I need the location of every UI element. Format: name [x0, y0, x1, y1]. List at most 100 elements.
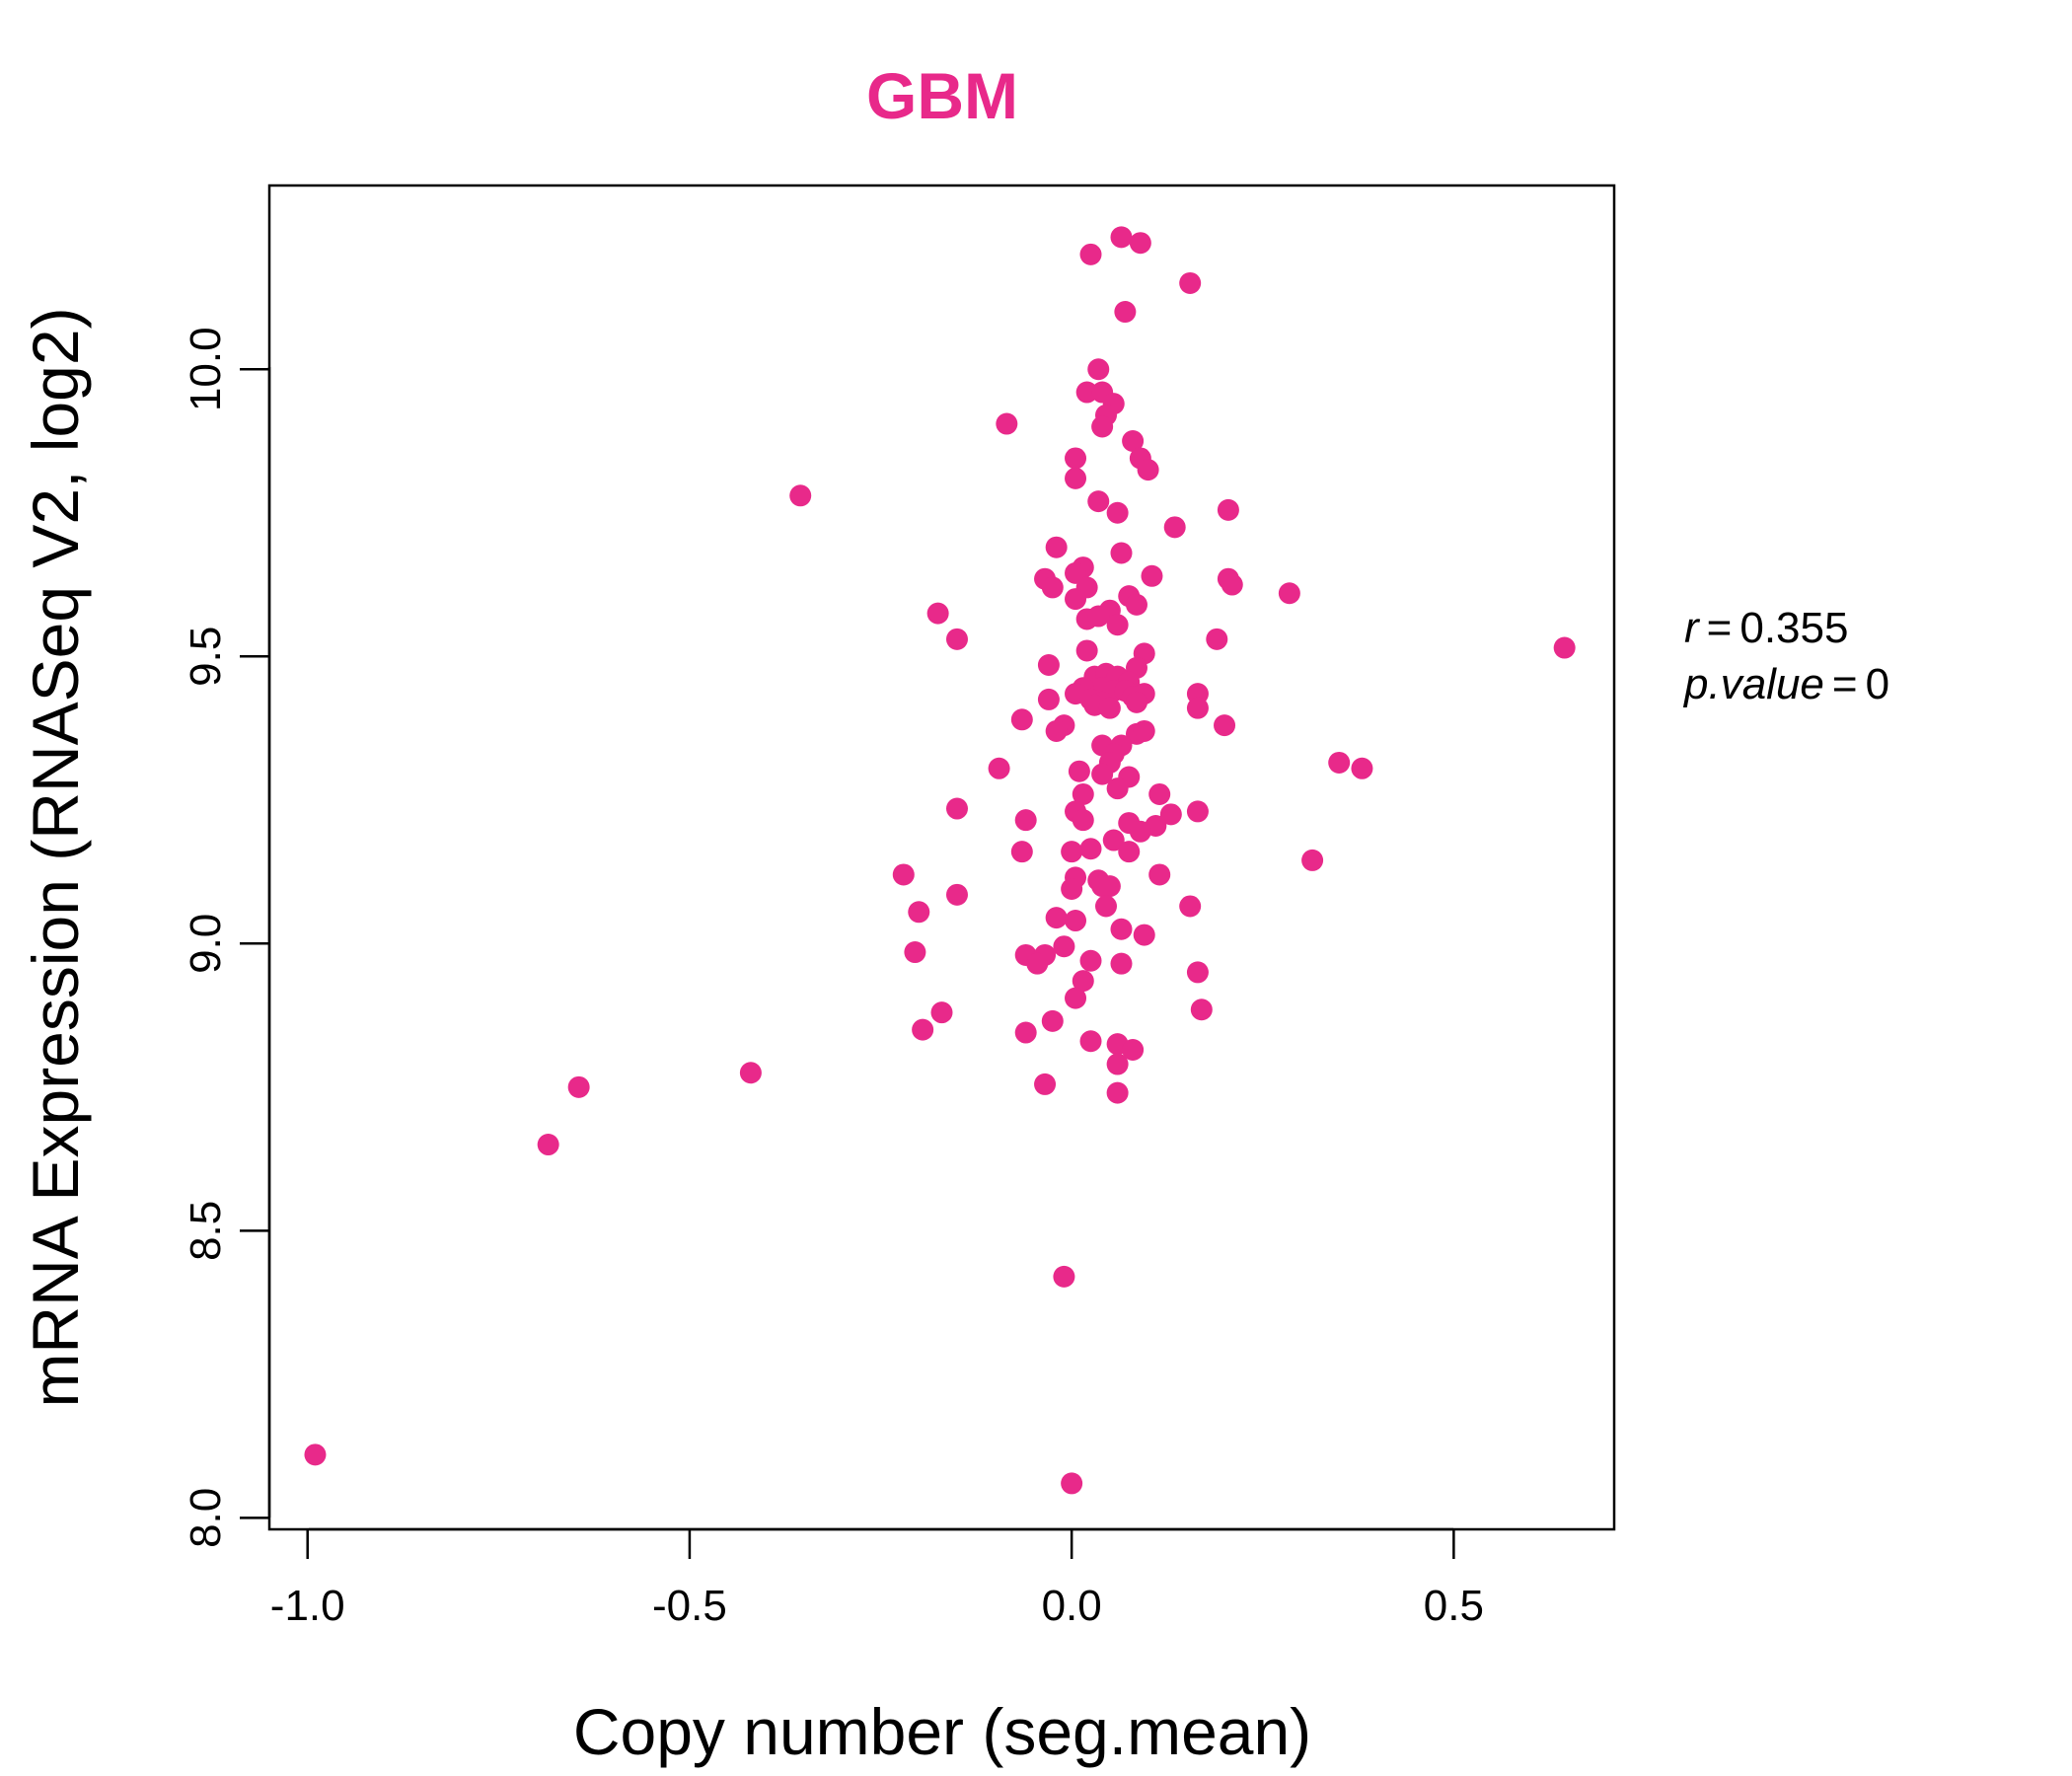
data-point — [1045, 719, 1068, 742]
stats-annotation: r = 0.355 p.value = 0 — [1682, 604, 1889, 708]
r-value: 0.355 — [1739, 604, 1848, 652]
data-point — [1106, 1081, 1129, 1104]
data-point — [1075, 639, 1098, 662]
chart-title: GBM — [866, 59, 1018, 132]
data-point — [1186, 800, 1209, 823]
y-tick-label: 10.0 — [182, 327, 230, 411]
data-point — [1087, 605, 1110, 628]
x-tick-label: -1.0 — [270, 1582, 345, 1630]
x-axis-label: Copy number (seg.mean) — [573, 1695, 1311, 1768]
plot-frame — [267, 184, 1616, 1531]
data-point — [1065, 987, 1087, 1009]
data-point — [1328, 751, 1351, 774]
data-point — [1110, 226, 1133, 249]
data-point — [1014, 809, 1037, 832]
data-point — [1206, 628, 1228, 650]
data-point — [1221, 573, 1243, 596]
data-point — [1137, 459, 1159, 481]
data-point — [304, 1443, 327, 1466]
data-point — [1217, 498, 1239, 521]
data-point — [1118, 841, 1141, 863]
data-point — [1278, 582, 1300, 605]
data-point — [1106, 501, 1129, 524]
data-point — [1110, 918, 1133, 940]
data-point — [1163, 516, 1186, 539]
data-point — [926, 602, 949, 625]
data-point — [1106, 777, 1129, 800]
data-point — [1351, 757, 1373, 779]
data-point — [1087, 490, 1110, 513]
data-point — [1179, 271, 1202, 294]
data-point — [1065, 910, 1087, 932]
data-point — [1110, 952, 1133, 975]
data-point — [1106, 1053, 1129, 1075]
x-tick-label: 0.0 — [1042, 1582, 1102, 1630]
data-point — [1037, 688, 1060, 710]
data-point — [1110, 542, 1133, 564]
data-point — [1553, 636, 1576, 659]
data-point — [1041, 576, 1064, 599]
data-point — [1098, 875, 1121, 898]
data-point — [1148, 782, 1171, 805]
r-equals: = — [1707, 604, 1733, 652]
y-axis: 8.0 8.5 9.0 9.5 10.0 — [182, 327, 271, 1548]
data-point — [1010, 708, 1033, 731]
data-point — [1072, 970, 1094, 993]
y-tick-label: 9.0 — [182, 914, 230, 974]
data-point — [1026, 952, 1049, 975]
data-point — [1091, 415, 1114, 438]
data-point — [1125, 593, 1147, 616]
r-label: r — [1684, 604, 1701, 652]
data-point — [1129, 820, 1151, 843]
data-point — [1045, 536, 1068, 558]
data-point — [1141, 564, 1163, 587]
data-point — [1087, 358, 1110, 381]
data-point — [1186, 961, 1209, 984]
data-point — [1190, 999, 1213, 1021]
data-point — [1095, 895, 1118, 918]
data-point — [1148, 863, 1171, 886]
data-point — [1065, 467, 1087, 489]
x-tick-label: 0.5 — [1424, 1582, 1484, 1630]
data-point — [1010, 841, 1033, 863]
svg-text:r=0.355: r = 0.355 — [1684, 604, 1848, 652]
data-point — [1053, 1265, 1075, 1288]
y-tick-label: 9.5 — [182, 627, 230, 687]
data-point — [1179, 895, 1202, 918]
data-point — [1068, 760, 1090, 782]
data-point — [1102, 829, 1125, 851]
data-point — [1034, 1073, 1057, 1095]
data-point — [988, 757, 1010, 779]
y-tick-label: 8.5 — [182, 1201, 230, 1261]
data-point — [908, 901, 930, 924]
data-point — [739, 1062, 762, 1084]
data-point — [1014, 1021, 1037, 1044]
data-point — [1133, 924, 1155, 946]
data-point — [789, 484, 812, 507]
data-point — [1133, 719, 1155, 742]
data-point — [945, 883, 968, 906]
data-point — [537, 1134, 559, 1156]
data-point — [1079, 1030, 1102, 1053]
data-point — [1041, 1009, 1064, 1032]
data-point — [1091, 763, 1114, 785]
data-point — [1301, 849, 1324, 871]
data-point — [1061, 1472, 1083, 1495]
data-point — [892, 863, 915, 886]
data-point — [1098, 697, 1121, 719]
data-point — [1214, 714, 1236, 737]
y-axis-label: mRNA Expression (RNASeq V2, log2) — [19, 307, 92, 1407]
data-point — [1061, 878, 1083, 901]
data-point — [912, 1018, 934, 1041]
data-point — [1061, 841, 1083, 863]
data-point — [930, 1001, 953, 1024]
x-axis: -1.0 -0.5 0.0 0.5 — [270, 1527, 1484, 1630]
data-point — [1122, 430, 1145, 453]
data-point — [567, 1075, 590, 1098]
data-point — [1079, 243, 1102, 265]
data-point — [1065, 447, 1087, 470]
data-point — [945, 797, 968, 820]
data-point — [1106, 614, 1129, 636]
data-point — [1053, 935, 1075, 958]
